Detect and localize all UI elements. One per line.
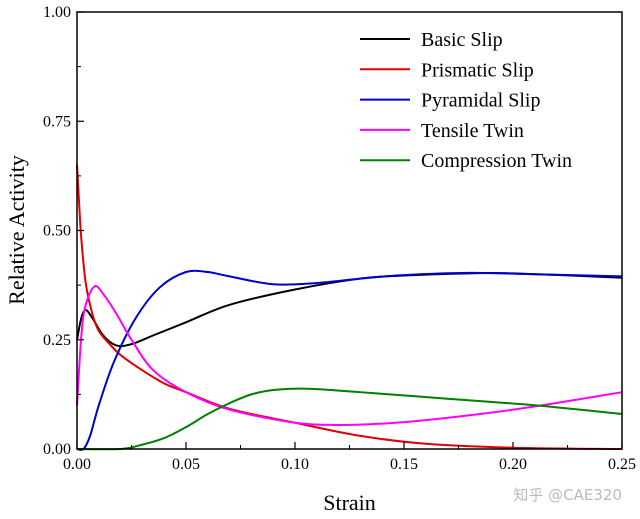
series-line-pyramidal-slip [76, 269, 623, 451]
x-tick-label: 0.10 [281, 456, 309, 473]
y-tick-label: 0.00 [43, 441, 71, 458]
x-tick-label: 0.15 [390, 456, 418, 473]
legend-label-compression-twin: Compression Twin [421, 150, 572, 172]
legend: Basic Slip Prismatic Slip Pyramidal Slip Te… [360, 29, 572, 172]
axis-ticks: 0.00 0.05 0.10 0.15 0.20 0.25 0.00 0.25 0.50 0.75… [43, 4, 636, 473]
x-tick-label: 0.25 [608, 456, 636, 473]
x-tick-label: 0.05 [172, 456, 200, 473]
series-line-basic-slip [76, 271, 623, 348]
x-tick-label: 0.20 [499, 456, 527, 473]
y-tick-label: 0.25 [43, 332, 71, 349]
series-line-prismatic-slip [76, 164, 623, 450]
y-tick-label: 0.75 [43, 113, 71, 130]
plot-lines [76, 164, 623, 451]
series-line-compression-twin [76, 387, 623, 451]
y-axis-label: Relative Activity [4, 155, 29, 305]
legend-label-prismatic-slip: Prismatic Slip [421, 59, 534, 81]
watermark: 知乎 @CAE320 [513, 486, 622, 504]
legend-label-pyramidal-slip: Pyramidal Slip [421, 90, 540, 112]
x-tick-label: 0.00 [63, 456, 91, 473]
series-line-tensile-twin [76, 285, 623, 426]
y-tick-label: 1.00 [43, 4, 71, 21]
legend-label-tensile-twin: Tensile Twin [421, 120, 524, 142]
legend-label-basic-slip: Basic Slip [421, 29, 503, 51]
y-tick-label: 0.50 [43, 223, 71, 240]
x-axis-label: Strain [323, 490, 376, 515]
plot-frame [76, 11, 623, 450]
